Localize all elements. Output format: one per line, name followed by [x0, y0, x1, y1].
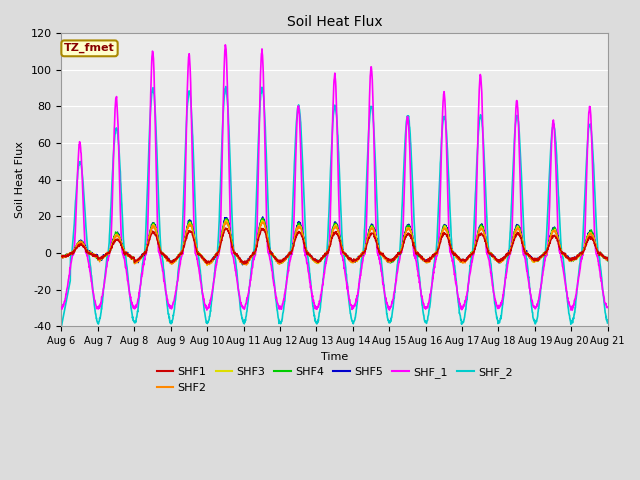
SHF4: [351, 259, 358, 264]
SHF_2: [58, 324, 65, 329]
X-axis label: Time: Time: [321, 352, 348, 362]
SHF_2: [362, 188, 370, 193]
Line: SHF_2: SHF_2: [61, 86, 607, 326]
SHF5: [58, 253, 65, 259]
SHF3: [204, 263, 211, 268]
SHF_2: [222, 84, 230, 89]
SHF_1: [58, 305, 65, 311]
Line: SHF2: SHF2: [61, 222, 607, 265]
SHF_2: [210, 280, 218, 286]
Y-axis label: Soil Heat Flux: Soil Heat Flux: [15, 141, 25, 218]
SHF3: [210, 255, 218, 261]
SHF2: [243, 262, 250, 268]
Line: SHF_1: SHF_1: [61, 45, 607, 310]
SHF5: [239, 262, 246, 268]
SHF4: [556, 242, 564, 248]
SHF_1: [571, 297, 579, 303]
Text: TZ_fmet: TZ_fmet: [64, 43, 115, 53]
Line: SHF3: SHF3: [61, 220, 607, 265]
SHF5: [363, 241, 371, 247]
SHF4: [240, 262, 248, 267]
SHF5: [259, 214, 267, 220]
SHF_1: [493, 303, 501, 309]
SHF2: [556, 242, 564, 248]
SHF_1: [604, 304, 611, 310]
SHF4: [58, 253, 65, 259]
SHF_1: [351, 303, 358, 309]
SHF_2: [556, 212, 563, 218]
SHF4: [210, 255, 218, 261]
SHF3: [363, 242, 371, 248]
SHF3: [493, 258, 501, 264]
SHF4: [363, 240, 371, 246]
SHF2: [210, 255, 218, 261]
SHF3: [571, 256, 579, 262]
SHF2: [58, 253, 65, 259]
SHF_1: [362, 229, 370, 235]
SHF_1: [210, 279, 218, 285]
SHF2: [363, 241, 371, 247]
SHF5: [210, 254, 218, 260]
SHF3: [556, 243, 564, 249]
SHF2: [604, 257, 611, 263]
Title: Soil Heat Flux: Soil Heat Flux: [287, 15, 382, 29]
SHF5: [604, 255, 611, 261]
Legend: SHF1, SHF2, SHF3, SHF4, SHF5, SHF_1, SHF_2: SHF1, SHF2, SHF3, SHF4, SHF5, SHF_1, SHF…: [152, 363, 517, 397]
SHF1: [571, 254, 579, 260]
SHF5: [571, 256, 579, 262]
SHF1: [58, 253, 65, 259]
SHF2: [221, 219, 229, 225]
SHF5: [493, 258, 501, 264]
Line: SHF4: SHF4: [61, 218, 607, 264]
SHF3: [351, 258, 358, 264]
SHF2: [493, 258, 501, 264]
SHF3: [604, 256, 611, 262]
SHF4: [259, 216, 266, 221]
Line: SHF1: SHF1: [61, 228, 607, 264]
SHF_1: [221, 42, 229, 48]
SHF_1: [556, 248, 563, 254]
SHF5: [556, 242, 564, 248]
SHF2: [351, 258, 358, 264]
SHF_2: [604, 320, 611, 326]
SHF1: [210, 255, 218, 261]
SHF4: [493, 258, 501, 264]
SHF1: [363, 243, 371, 249]
SHF4: [604, 258, 611, 264]
SHF_1: [568, 307, 576, 313]
SHF1: [493, 259, 501, 264]
SHF1: [222, 225, 230, 231]
Line: SHF5: SHF5: [61, 217, 607, 265]
SHF1: [556, 246, 564, 252]
SHF1: [240, 261, 248, 267]
SHF_2: [351, 318, 358, 324]
SHF3: [222, 217, 230, 223]
SHF4: [571, 256, 579, 262]
SHF2: [571, 257, 579, 263]
SHF_2: [493, 317, 501, 323]
SHF3: [58, 254, 65, 260]
SHF_2: [571, 309, 579, 315]
SHF1: [351, 258, 358, 264]
SHF5: [351, 258, 358, 264]
SHF1: [604, 257, 611, 263]
